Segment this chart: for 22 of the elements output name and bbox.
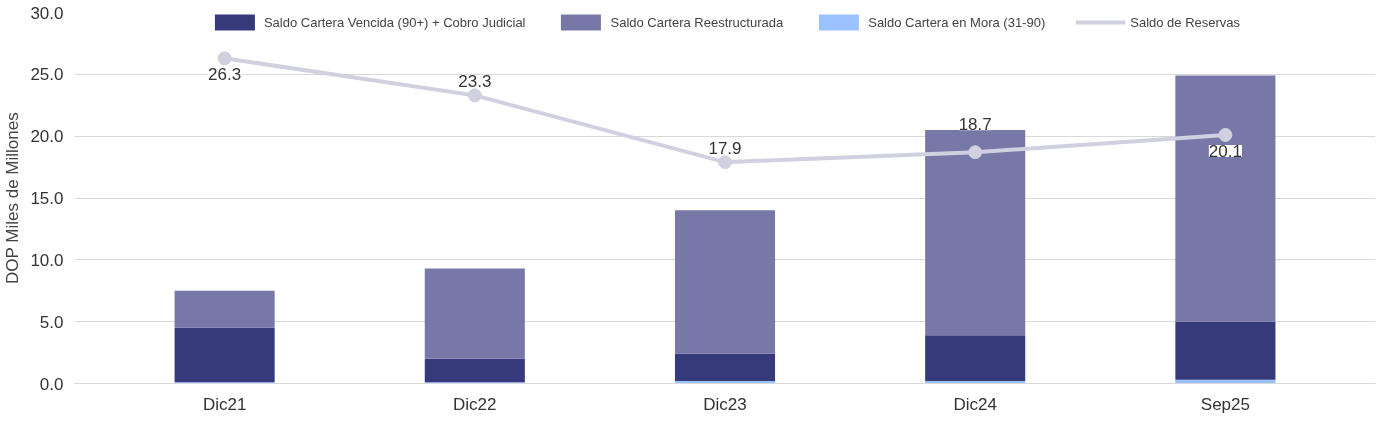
y-tick-label: 30.0 bbox=[30, 3, 64, 23]
x-tick-label: Dic22 bbox=[453, 394, 497, 414]
legend-label: Saldo Cartera Reestructurada bbox=[610, 14, 784, 30]
x-tick-label: Sep25 bbox=[1200, 394, 1250, 414]
data-label: 26.3 bbox=[208, 65, 242, 85]
y-tick-label: 0.0 bbox=[39, 374, 64, 394]
x-tick-label: Dic24 bbox=[953, 394, 997, 414]
y-tick-label: 20.0 bbox=[30, 127, 64, 147]
data-label: 17.9 bbox=[708, 139, 742, 159]
x-tick-label: Dic23 bbox=[703, 394, 747, 414]
legend-label: Saldo de Reservas bbox=[1130, 14, 1241, 30]
data-label: 20.1 bbox=[1208, 141, 1242, 161]
y-tick-label: 10.0 bbox=[30, 250, 64, 270]
x-tick-label: Dic21 bbox=[202, 394, 247, 414]
y-tick-label: 5.0 bbox=[39, 312, 64, 332]
y-tick-label: 15.0 bbox=[30, 189, 64, 208]
data-label: 18.7 bbox=[958, 115, 992, 135]
y-axis-title: DOP Miles de Millones bbox=[3, 112, 23, 284]
legend-label: Saldo Cartera Vencida (90+) + Cobro Judicial bbox=[263, 14, 526, 30]
y-tick-label: 25.0 bbox=[30, 65, 64, 85]
data-label: 23.3 bbox=[458, 72, 492, 92]
legend-label: Saldo Cartera en Mora (31-90) bbox=[868, 14, 1046, 30]
